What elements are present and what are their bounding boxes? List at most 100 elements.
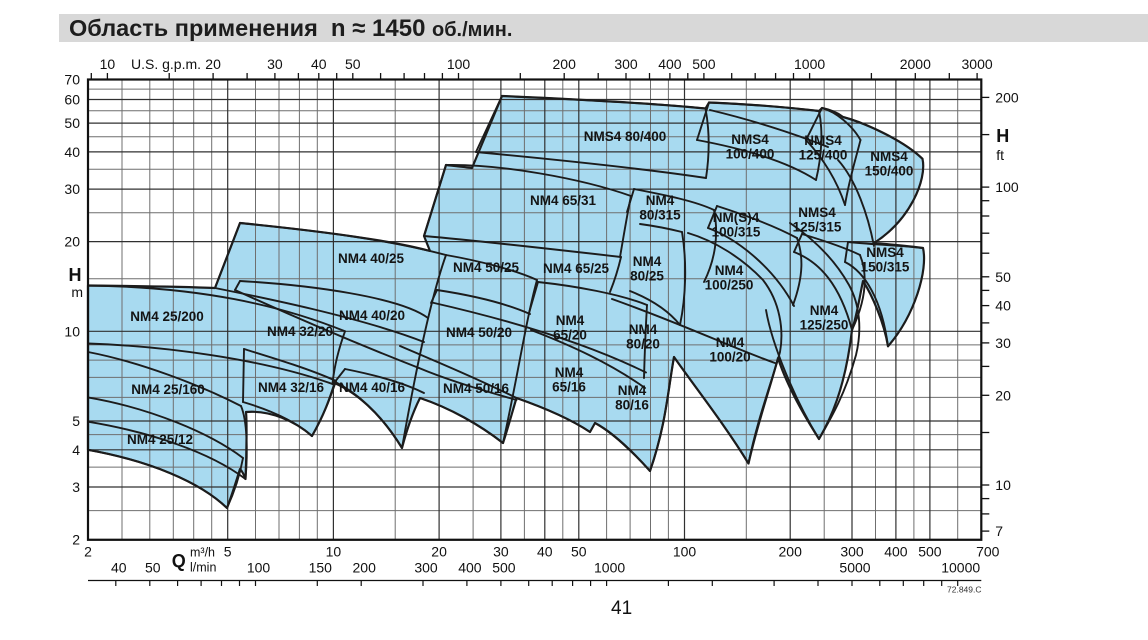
svg-text:80/16: 80/16	[615, 397, 649, 412]
svg-text:200: 200	[553, 56, 577, 72]
svg-text:70: 70	[64, 72, 80, 88]
svg-text:NM4: NM4	[556, 313, 585, 328]
svg-text:50: 50	[145, 560, 161, 576]
svg-text:50: 50	[571, 544, 587, 560]
svg-text:NM4 25/12: NM4 25/12	[127, 432, 193, 447]
svg-text:80/20: 80/20	[626, 336, 660, 351]
svg-text:l/min: l/min	[190, 561, 216, 575]
svg-text:65/16: 65/16	[552, 379, 586, 394]
svg-text:NM4 40/16: NM4 40/16	[339, 380, 406, 395]
svg-text:10000: 10000	[941, 560, 980, 576]
svg-text:7: 7	[995, 523, 1003, 539]
svg-text:2: 2	[72, 532, 80, 548]
svg-text:NM4 65/25: NM4 65/25	[543, 261, 610, 276]
svg-text:20: 20	[995, 387, 1011, 403]
svg-text:NM4 50/16: NM4 50/16	[443, 381, 510, 396]
svg-text:300: 300	[614, 56, 638, 72]
svg-text:150/315: 150/315	[861, 259, 910, 274]
svg-text:NMS4 80/400: NMS4 80/400	[584, 129, 667, 144]
svg-text:NM4: NM4	[716, 335, 745, 350]
svg-text:NM4: NM4	[555, 365, 584, 380]
svg-text:72.849.C: 72.849.C	[947, 585, 982, 595]
svg-text:1000: 1000	[794, 56, 825, 72]
svg-text:30: 30	[995, 335, 1011, 351]
svg-text:10: 10	[995, 477, 1011, 493]
svg-text:NM4: NM4	[646, 193, 675, 208]
svg-text:100/20: 100/20	[709, 349, 750, 364]
svg-text:700: 700	[976, 544, 1000, 560]
svg-text:NM4 25/200: NM4 25/200	[130, 309, 204, 324]
svg-text:NM4 40/20: NM4 40/20	[339, 308, 405, 323]
svg-text:NMS4: NMS4	[804, 133, 842, 148]
svg-text:300: 300	[840, 544, 864, 560]
svg-text:NMS4: NMS4	[798, 205, 836, 220]
svg-text:m³/h: m³/h	[190, 546, 215, 560]
svg-text:10: 10	[64, 323, 80, 339]
svg-text:300: 300	[414, 560, 438, 576]
svg-text:500: 500	[918, 544, 942, 560]
svg-text:40: 40	[537, 544, 553, 560]
svg-text:NMS4: NMS4	[731, 132, 769, 147]
svg-text:NM4: NM4	[810, 303, 839, 318]
svg-text:20: 20	[64, 234, 80, 250]
svg-text:50: 50	[345, 56, 361, 72]
svg-text:1000: 1000	[594, 560, 625, 576]
svg-text:H: H	[69, 265, 82, 285]
svg-text:200: 200	[779, 544, 803, 560]
svg-text:5: 5	[224, 544, 232, 560]
svg-text:100/250: 100/250	[705, 277, 754, 292]
svg-text:40: 40	[311, 56, 327, 72]
svg-text:200: 200	[995, 89, 1019, 105]
svg-text:80/25: 80/25	[630, 268, 664, 283]
svg-text:400: 400	[884, 544, 908, 560]
svg-text:40: 40	[111, 560, 127, 576]
svg-text:50: 50	[995, 269, 1011, 285]
svg-text:400: 400	[458, 560, 482, 576]
svg-text:50: 50	[64, 115, 80, 131]
svg-text:60: 60	[64, 92, 80, 108]
svg-text:30: 30	[267, 56, 283, 72]
svg-text:3: 3	[72, 479, 80, 495]
svg-text:30: 30	[64, 181, 80, 197]
svg-text:400: 400	[658, 56, 682, 72]
svg-text:NM4: NM4	[633, 254, 662, 269]
svg-text:500: 500	[492, 560, 516, 576]
svg-text:20: 20	[431, 544, 447, 560]
svg-text:10: 10	[100, 56, 116, 72]
svg-text:100/400: 100/400	[726, 146, 775, 161]
svg-text:NM4: NM4	[715, 263, 744, 278]
svg-text:NMS4: NMS4	[866, 245, 904, 260]
svg-text:NM4 32/16: NM4 32/16	[258, 380, 325, 395]
svg-text:NM4 40/25: NM4 40/25	[338, 251, 405, 266]
svg-text:m: m	[71, 284, 83, 300]
svg-text:125/250: 125/250	[800, 317, 849, 332]
svg-text:NM4: NM4	[618, 383, 647, 398]
svg-text:500: 500	[692, 56, 716, 72]
svg-text:NM4 50/20: NM4 50/20	[446, 325, 512, 340]
svg-text:4: 4	[72, 442, 80, 458]
svg-text:2: 2	[84, 544, 92, 560]
svg-text:65/20: 65/20	[553, 327, 587, 342]
svg-text:NM4 65/31: NM4 65/31	[530, 193, 597, 208]
svg-text:NMS4: NMS4	[870, 149, 908, 164]
svg-text:125/315: 125/315	[793, 219, 842, 234]
svg-text:NM(S)4: NM(S)4	[713, 210, 760, 225]
svg-text:150/400: 150/400	[865, 163, 914, 178]
svg-text:2000: 2000	[900, 56, 931, 72]
svg-text:NM4 32/20: NM4 32/20	[267, 324, 333, 339]
svg-text:100: 100	[995, 179, 1019, 195]
svg-text:100/315: 100/315	[712, 224, 761, 239]
svg-text:NM4 50/25: NM4 50/25	[453, 260, 520, 275]
svg-text:40: 40	[64, 144, 80, 160]
svg-text:30: 30	[493, 544, 509, 560]
svg-text:5000: 5000	[839, 560, 870, 576]
svg-text:10: 10	[326, 544, 342, 560]
svg-text:NM4 25/160: NM4 25/160	[131, 382, 205, 397]
svg-text:3000: 3000	[962, 56, 993, 72]
svg-text:80/315: 80/315	[639, 207, 681, 222]
svg-text:150: 150	[309, 560, 333, 576]
svg-text:40: 40	[995, 298, 1011, 314]
svg-text:Q: Q	[172, 551, 186, 571]
svg-text:ft: ft	[996, 147, 1004, 163]
svg-text:100: 100	[447, 56, 471, 72]
